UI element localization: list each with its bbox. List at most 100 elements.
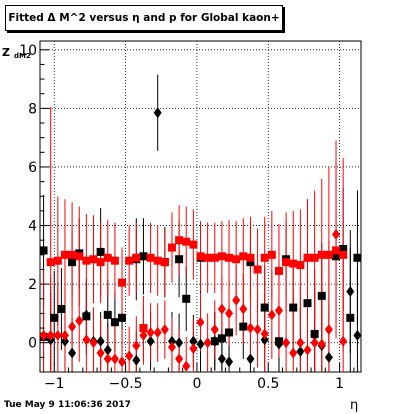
data-point-square (39, 246, 48, 255)
data-point-square (310, 253, 319, 262)
data-point-square (53, 256, 62, 265)
data-point-diamond (282, 337, 291, 349)
data-point-square (132, 253, 141, 262)
data-point-square (110, 256, 119, 265)
data-point-diamond (68, 321, 77, 333)
data-point-diamond (182, 360, 191, 372)
data-point-diamond (274, 338, 283, 350)
data-point-square (103, 253, 112, 262)
data-point-square (225, 328, 234, 337)
data-point-diamond (346, 285, 355, 297)
data-point-diamond (82, 309, 91, 321)
data-point-square (239, 322, 248, 331)
data-point-square (118, 278, 127, 287)
data-point-diamond (217, 353, 226, 365)
data-point-diamond (274, 304, 283, 316)
data-point-diamond (260, 328, 269, 340)
data-point-diamond (289, 347, 298, 359)
x-axis-label: η (350, 398, 359, 413)
data-point-diamond (296, 345, 305, 357)
data-point-square (167, 243, 176, 252)
data-point-square (160, 258, 169, 267)
y-tick-label: 10 (19, 43, 37, 59)
data-point-square (50, 313, 59, 322)
data-point-diamond (110, 353, 119, 365)
data-point-diamond (39, 329, 48, 341)
data-point-square (260, 253, 269, 262)
data-point-square (296, 261, 305, 270)
data-point-square (96, 247, 105, 256)
data-point-diamond (160, 324, 169, 336)
data-point-square (282, 258, 291, 267)
data-point-diamond (203, 337, 212, 349)
data-point-diamond (332, 228, 341, 240)
data-point-diamond (132, 354, 141, 366)
data-point-square (346, 313, 355, 322)
data-point-square (196, 252, 205, 261)
data-point-diamond (46, 329, 55, 341)
markers (39, 107, 362, 372)
x-tick-label: −0.5 (109, 376, 143, 392)
data-point-square (232, 255, 241, 264)
data-point-diamond (153, 326, 162, 338)
data-point-diamond (96, 335, 105, 347)
data-point-square (125, 256, 134, 265)
data-point-diamond (189, 343, 198, 355)
data-point-square (89, 255, 98, 264)
data-point-diamond (253, 324, 262, 336)
data-point-diamond (267, 309, 276, 321)
data-point-diamond (103, 353, 112, 365)
data-point-diamond (146, 335, 155, 347)
data-point-diamond (89, 337, 98, 349)
data-point-diamond (118, 356, 127, 368)
data-point-square (182, 294, 191, 303)
data-point-square (68, 250, 77, 259)
data-point-square (289, 303, 298, 312)
data-point-square (60, 250, 69, 259)
data-point-square (253, 265, 262, 274)
data-point-square (289, 259, 298, 268)
data-point-square (189, 240, 198, 249)
data-point-square (246, 258, 255, 267)
data-point-diamond (196, 316, 205, 328)
data-point-square (332, 252, 341, 261)
y-axis-label: Z (2, 46, 10, 59)
data-point-square (153, 256, 162, 265)
data-point-diamond (225, 356, 234, 368)
data-point-diamond (189, 335, 198, 347)
data-point-diamond (153, 107, 162, 119)
data-point-diamond (167, 341, 176, 353)
data-point-diamond (125, 350, 134, 362)
x-tick-label: 1 (335, 376, 344, 392)
data-point-diamond (303, 344, 312, 356)
timestamp: Tue May 9 11:06:36 2017 (4, 400, 131, 410)
data-point-diamond (146, 326, 155, 338)
data-point-diamond (210, 335, 219, 347)
data-point-square (175, 236, 184, 245)
data-point-square (175, 255, 184, 264)
data-point-diamond (82, 334, 91, 346)
data-point-diamond (60, 329, 69, 341)
data-point-square (339, 244, 348, 253)
data-point-square (303, 253, 312, 262)
data-point-diamond (239, 303, 248, 315)
data-point-diamond (175, 353, 184, 365)
data-point-square (217, 252, 226, 261)
data-point-square (303, 299, 312, 308)
data-point-diamond (103, 344, 112, 356)
data-point-square (82, 256, 91, 265)
y-tick-label: 4 (28, 219, 37, 235)
data-point-square (118, 313, 127, 322)
data-point-square (203, 253, 212, 262)
y-tick-label: 8 (28, 101, 37, 117)
data-point-diamond (246, 322, 255, 334)
data-point-square (146, 253, 155, 262)
data-point-diamond (217, 303, 226, 315)
data-point-square (332, 246, 341, 255)
data-point-diamond (60, 335, 69, 347)
data-point-diamond (324, 351, 333, 363)
data-point-square (210, 253, 219, 262)
x-tick-label: 0.5 (257, 376, 279, 392)
